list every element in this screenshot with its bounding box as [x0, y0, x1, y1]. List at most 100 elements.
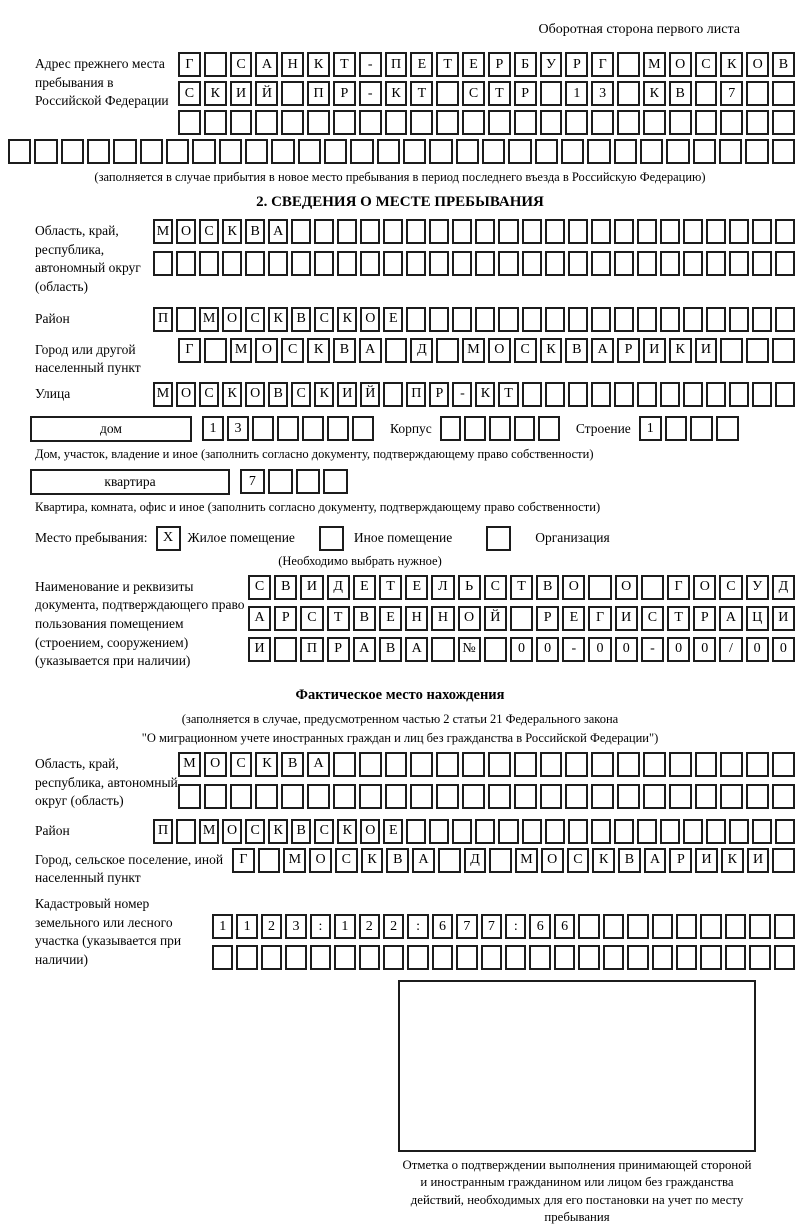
char-cell[interactable]: А: [643, 847, 667, 873]
char-cell[interactable]: Т: [498, 381, 519, 407]
char-cell[interactable]: М: [199, 306, 220, 332]
char-cell[interactable]: [666, 139, 690, 164]
char-cell[interactable]: С: [229, 52, 253, 77]
char-cell[interactable]: К: [203, 81, 227, 106]
char-cell[interactable]: [376, 139, 400, 164]
char-cell[interactable]: И: [248, 636, 272, 662]
char-cell[interactable]: [591, 110, 615, 135]
char-cell[interactable]: [153, 251, 174, 276]
char-cell[interactable]: [565, 110, 589, 135]
char-cell[interactable]: [218, 139, 242, 164]
char-cell[interactable]: Д: [326, 574, 350, 600]
char-cell[interactable]: [113, 139, 137, 164]
char-cell[interactable]: О: [360, 818, 381, 844]
char-cell[interactable]: [34, 139, 58, 164]
char-cell[interactable]: О: [309, 847, 332, 873]
char-cell[interactable]: Е: [383, 306, 404, 332]
char-cell[interactable]: [314, 251, 335, 276]
char-cell[interactable]: В: [772, 52, 795, 77]
char-cell[interactable]: С: [245, 818, 266, 844]
char-cell[interactable]: С: [719, 574, 743, 600]
char-cell[interactable]: К: [720, 52, 744, 77]
char-cell[interactable]: О: [245, 381, 266, 407]
char-cell[interactable]: [613, 219, 634, 244]
char-cell[interactable]: [751, 219, 772, 244]
char-cell[interactable]: [682, 818, 703, 844]
char-cell[interactable]: 3: [591, 81, 615, 106]
char-cell[interactable]: В: [245, 219, 266, 244]
char-cell[interactable]: [410, 110, 434, 135]
char-cell[interactable]: О: [487, 337, 511, 363]
char-cell[interactable]: [8, 139, 32, 164]
char-cell[interactable]: М: [153, 219, 174, 244]
char-cell[interactable]: [323, 139, 348, 164]
char-cell[interactable]: [774, 251, 795, 276]
char-cell[interactable]: [544, 251, 565, 276]
char-cell[interactable]: П: [384, 52, 408, 77]
char-cell[interactable]: [724, 914, 747, 939]
char-cell[interactable]: [498, 306, 519, 332]
char-cell[interactable]: [274, 636, 298, 662]
char-cell[interactable]: [751, 306, 772, 332]
char-cell[interactable]: [475, 219, 496, 244]
document-row-3[interactable]: И П Р А В А № 0 0-0 0-0 0/0 0: [248, 636, 795, 662]
char-cell[interactable]: [617, 110, 640, 135]
char-cell[interactable]: 1: [212, 914, 234, 939]
char-cell[interactable]: Й: [483, 605, 507, 631]
char-cell[interactable]: [452, 818, 473, 844]
char-cell[interactable]: С: [178, 81, 201, 106]
char-cell[interactable]: А: [255, 52, 279, 77]
char-cell[interactable]: -: [358, 81, 382, 106]
char-cell[interactable]: [203, 783, 227, 809]
char-cell[interactable]: [199, 251, 220, 276]
char-cell[interactable]: [590, 381, 611, 407]
char-cell[interactable]: Л: [431, 574, 455, 600]
char-cell[interactable]: [772, 783, 795, 809]
char-cell[interactable]: С: [314, 306, 335, 332]
char-cell[interactable]: [489, 847, 513, 873]
char-cell[interactable]: [567, 818, 588, 844]
char-cell[interactable]: [728, 818, 749, 844]
char-cell[interactable]: [521, 251, 542, 276]
char-cell[interactable]: [452, 251, 473, 276]
char-cell[interactable]: [384, 337, 408, 363]
char-cell[interactable]: Р: [536, 605, 560, 631]
char-cell[interactable]: И: [642, 337, 666, 363]
char-cell[interactable]: [676, 945, 698, 970]
char-cell[interactable]: Д: [771, 574, 795, 600]
char-cell[interactable]: [384, 110, 408, 135]
char-cell[interactable]: [429, 139, 453, 164]
char-cell[interactable]: [544, 818, 565, 844]
char-cell[interactable]: [636, 251, 657, 276]
char-cell[interactable]: [613, 306, 634, 332]
char-cell[interactable]: 0: [745, 636, 769, 662]
char-cell[interactable]: [383, 219, 404, 244]
char-cell[interactable]: [436, 751, 460, 777]
char-cell[interactable]: [302, 416, 324, 442]
char-cell[interactable]: С: [281, 337, 305, 363]
char-cell[interactable]: А: [268, 219, 289, 244]
char-cell[interactable]: [539, 81, 563, 106]
char-cell[interactable]: К: [475, 381, 496, 407]
char-cell[interactable]: [431, 636, 455, 662]
char-cell[interactable]: [475, 251, 496, 276]
char-cell[interactable]: :: [309, 914, 332, 939]
char-cell[interactable]: 2: [382, 914, 405, 939]
char-cell[interactable]: [383, 251, 404, 276]
char-cell[interactable]: [314, 219, 335, 244]
char-cell[interactable]: С: [483, 574, 507, 600]
char-cell[interactable]: [513, 751, 537, 777]
char-cell[interactable]: Г: [232, 847, 255, 873]
char-cell[interactable]: [567, 306, 588, 332]
char-cell[interactable]: [560, 139, 585, 164]
char-cell[interactable]: [539, 110, 563, 135]
char-cell[interactable]: М: [178, 751, 201, 777]
char-cell[interactable]: С: [245, 306, 266, 332]
char-cell[interactable]: [639, 139, 664, 164]
char-cell[interactable]: [475, 818, 496, 844]
char-cell[interactable]: [694, 751, 718, 777]
char-cell[interactable]: [498, 219, 519, 244]
char-cell[interactable]: П: [153, 306, 174, 332]
char-cell[interactable]: Д: [463, 847, 487, 873]
